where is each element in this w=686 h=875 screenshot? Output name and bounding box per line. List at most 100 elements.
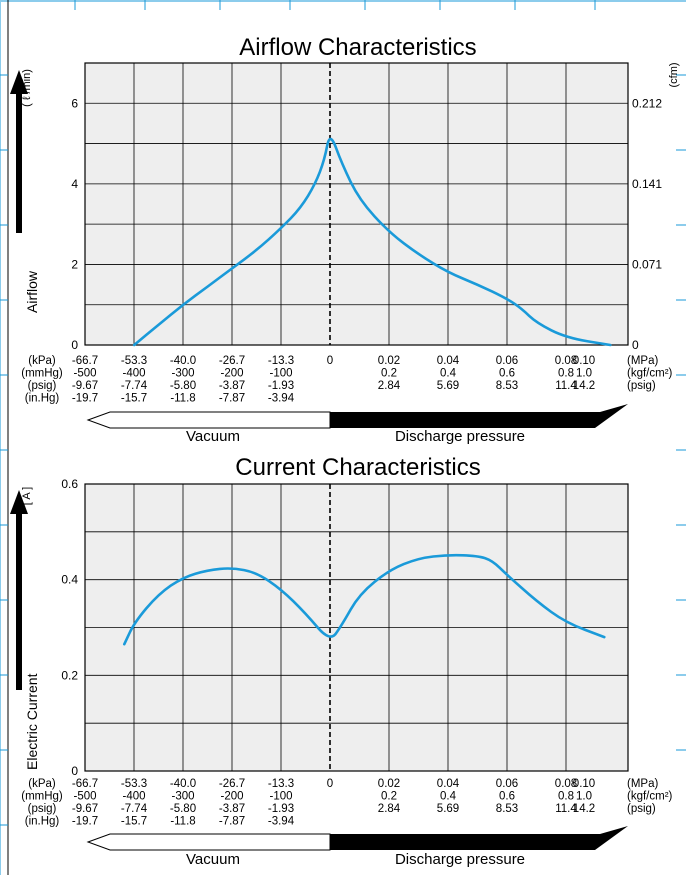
vacuum-value: -7.74 <box>121 380 148 392</box>
vacuum-value: -13.3 <box>268 778 294 790</box>
vacuum-arrow <box>86 833 331 851</box>
vacuum-value: -3.94 <box>268 393 295 405</box>
vacuum-value: -53.3 <box>121 355 147 367</box>
discharge-value: 14.2 <box>573 803 595 815</box>
y-tick-label: 0 <box>71 338 78 352</box>
y-axis-label: Electric Current <box>24 673 40 770</box>
row-unit-label: (kPa) <box>28 355 56 367</box>
series-line <box>132 137 612 347</box>
vacuum-value: -19.7 <box>72 393 98 405</box>
y-tick-label: 4 <box>71 177 78 191</box>
y-unit-label: [ A ] <box>21 487 33 505</box>
y-unit-label: ( ℓ /min) <box>21 69 33 107</box>
discharge-value: 0.2 <box>381 368 397 380</box>
row-unit-label: (psig) <box>28 803 57 815</box>
discharge-value: 0.6 <box>499 791 515 803</box>
discharge-value: 0.06 <box>496 778 518 790</box>
vacuum-value: -100 <box>269 791 292 803</box>
discharge-value: 0.08 <box>555 778 577 790</box>
y-tick-label: 0.6 <box>61 477 78 491</box>
vacuum-value: -7.74 <box>121 803 148 815</box>
vacuum-value: -3.87 <box>219 803 245 815</box>
discharge-value: 5.69 <box>437 380 459 392</box>
axis-arrow-bar <box>16 512 22 690</box>
discharge-value: 0.04 <box>437 778 460 790</box>
discharge-label: Discharge pressure <box>395 428 525 445</box>
discharge-value: 1.0 <box>576 368 592 380</box>
vacuum-value: -40.0 <box>170 778 196 790</box>
vacuum-value: -5.80 <box>170 380 196 392</box>
right-unit-label: (kgf/cm²) <box>627 791 673 803</box>
discharge-value: 0.08 <box>555 355 577 367</box>
right-unit-label: (kgf/cm²) <box>627 368 673 380</box>
right-unit-label: (psig) <box>627 803 656 815</box>
vacuum-value: -15.7 <box>121 816 147 828</box>
plot-area <box>84 62 629 346</box>
vacuum-value: -7.87 <box>219 393 245 405</box>
discharge-value: 0.6 <box>499 368 515 380</box>
vacuum-value: -3.87 <box>219 380 245 392</box>
row-unit-label: (mmHg) <box>21 368 63 380</box>
vacuum-value: -3.94 <box>268 816 295 828</box>
vacuum-value: -200 <box>220 368 243 380</box>
discharge-value: 0.8 <box>558 368 574 380</box>
vacuum-value: -500 <box>73 791 96 803</box>
vacuum-label: Vacuum <box>186 428 240 445</box>
vacuum-value: -66.7 <box>72 355 98 367</box>
series-line <box>123 553 606 646</box>
vacuum-value: -9.67 <box>72 380 98 392</box>
vacuum-value: -11.8 <box>170 816 195 828</box>
discharge-value: 0.04 <box>437 355 460 367</box>
vacuum-value: -300 <box>171 368 194 380</box>
y-tick-label: 0 <box>71 764 78 778</box>
discharge-value: 14.2 <box>573 380 595 392</box>
vacuum-value: -11.8 <box>170 393 195 405</box>
y-tick-label: 0.2 <box>61 668 78 682</box>
y2-tick-label: 0 <box>632 338 639 352</box>
discharge-arrow <box>330 404 628 428</box>
discharge-value: 11.4 <box>555 803 577 815</box>
right-unit-label: (MPa) <box>627 355 658 367</box>
vacuum-value: -26.7 <box>219 778 245 790</box>
discharge-value: 2.84 <box>378 380 401 392</box>
vacuum-value: -400 <box>122 368 145 380</box>
zero-tick-label: 0 <box>327 778 333 790</box>
discharge-value: 0.4 <box>440 368 457 380</box>
axis-arrow-bar <box>16 92 22 233</box>
vacuum-value: -5.80 <box>170 803 196 815</box>
discharge-value: 0.10 <box>573 778 595 790</box>
row-unit-label: (in.Hg) <box>25 393 60 405</box>
right-unit-label: (MPa) <box>627 778 658 790</box>
y-axis-label: Airflow <box>24 270 40 313</box>
discharge-value: 0.10 <box>573 355 595 367</box>
row-unit-label: (psig) <box>28 380 57 392</box>
chart-title: Current Characteristics <box>235 454 480 481</box>
vacuum-value: -13.3 <box>268 355 294 367</box>
y2-tick-label: 0.071 <box>632 257 662 271</box>
vacuum-value: -15.7 <box>121 393 147 405</box>
row-unit-label: (in.Hg) <box>25 816 60 828</box>
vacuum-value: -19.7 <box>72 816 98 828</box>
vacuum-value: -7.87 <box>219 816 245 828</box>
right-unit-label: (psig) <box>627 380 656 392</box>
discharge-value: 5.69 <box>437 803 459 815</box>
y2-tick-label: 0.212 <box>632 96 662 110</box>
y-tick-label: 2 <box>71 257 78 271</box>
vacuum-value: -9.67 <box>72 803 98 815</box>
y-tick-label: 6 <box>71 96 78 110</box>
discharge-value: 0.02 <box>378 355 400 367</box>
y2-unit-label: (cfm) <box>668 62 680 87</box>
discharge-value: 11.4 <box>555 380 577 392</box>
vacuum-value: -500 <box>73 368 96 380</box>
discharge-value: 0.2 <box>381 791 397 803</box>
discharge-value: 0.8 <box>558 791 574 803</box>
discharge-label: Discharge pressure <box>395 851 525 868</box>
axis-arrow-head <box>10 490 28 514</box>
discharge-value: 0.02 <box>378 778 400 790</box>
discharge-value: 2.84 <box>378 803 401 815</box>
discharge-value: 1.0 <box>576 791 592 803</box>
vacuum-value: -300 <box>171 791 194 803</box>
discharge-value: 0.4 <box>440 791 457 803</box>
row-unit-label: (mmHg) <box>21 791 63 803</box>
